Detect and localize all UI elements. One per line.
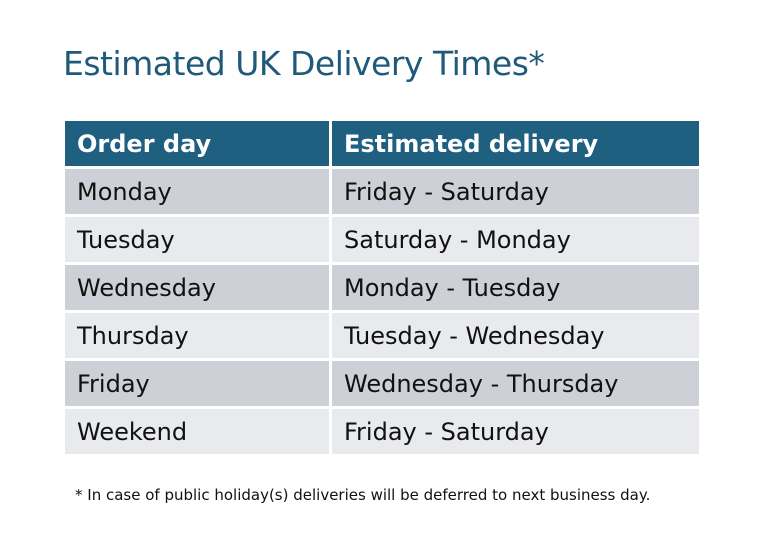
header-estimated-delivery: Estimated delivery bbox=[332, 121, 699, 166]
order-day-cell: Tuesday bbox=[65, 217, 329, 262]
delivery-table: Order day Estimated delivery Monday Frida… bbox=[62, 118, 702, 457]
order-day-cell: Thursday bbox=[65, 313, 329, 358]
page-title: Estimated UK Delivery Times* bbox=[63, 44, 545, 83]
estimated-delivery-cell: Saturday - Monday bbox=[332, 217, 699, 262]
order-day-cell: Monday bbox=[65, 169, 329, 214]
estimated-delivery-cell: Wednesday - Thursday bbox=[332, 361, 699, 406]
estimated-delivery-cell: Monday - Tuesday bbox=[332, 265, 699, 310]
footnote: * In case of public holiday(s) deliverie… bbox=[75, 486, 651, 504]
estimated-delivery-cell: Tuesday - Wednesday bbox=[332, 313, 699, 358]
table-row: Friday Wednesday - Thursday bbox=[65, 361, 699, 406]
table-row: Weekend Friday - Saturday bbox=[65, 409, 699, 454]
estimated-delivery-cell: Friday - Saturday bbox=[332, 409, 699, 454]
order-day-cell: Wednesday bbox=[65, 265, 329, 310]
table-row: Tuesday Saturday - Monday bbox=[65, 217, 699, 262]
table-row: Wednesday Monday - Tuesday bbox=[65, 265, 699, 310]
header-order-day: Order day bbox=[65, 121, 329, 166]
order-day-cell: Friday bbox=[65, 361, 329, 406]
table-row: Monday Friday - Saturday bbox=[65, 169, 699, 214]
table-row: Thursday Tuesday - Wednesday bbox=[65, 313, 699, 358]
header-row: Order day Estimated delivery bbox=[65, 121, 699, 166]
estimated-delivery-cell: Friday - Saturday bbox=[332, 169, 699, 214]
order-day-cell: Weekend bbox=[65, 409, 329, 454]
